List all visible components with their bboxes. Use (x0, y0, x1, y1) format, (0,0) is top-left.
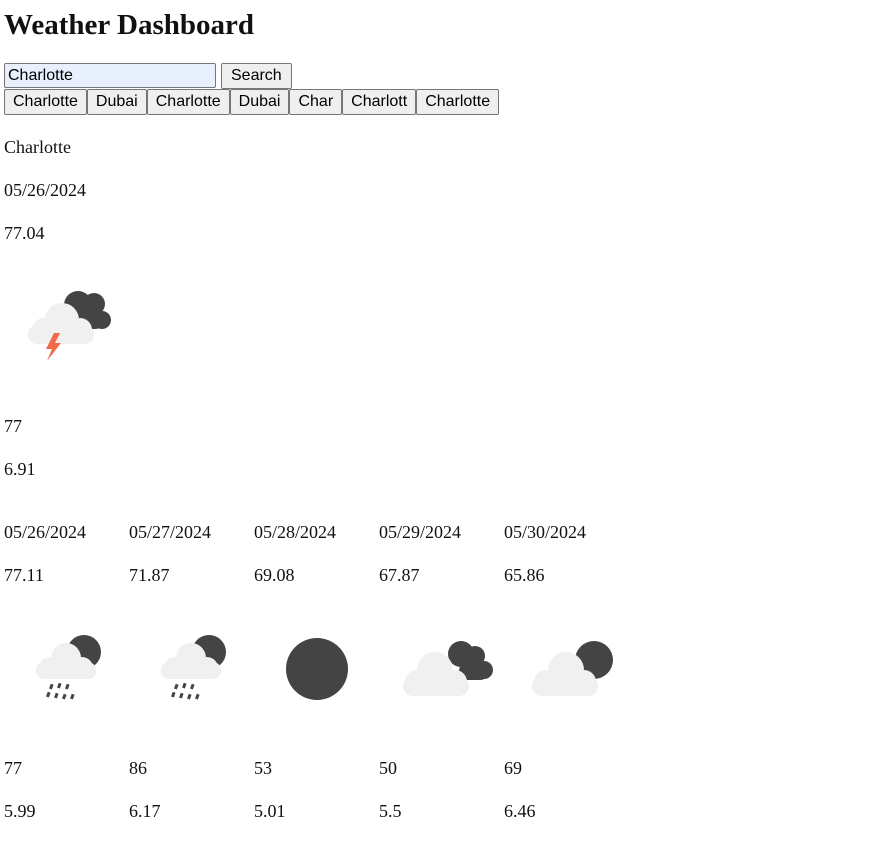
forecast-humidity: 50 (379, 758, 397, 778)
search-button[interactable]: Search (221, 62, 292, 89)
forecast-humidity: 86 (129, 758, 147, 778)
page-title: Weather Dashboard (4, 9, 255, 41)
history-button[interactable]: Dubai (229, 89, 290, 115)
history-button[interactable]: Charlott (342, 89, 417, 115)
current-temp: 77.04 (4, 223, 45, 243)
forecast-wind: 5.5 (379, 801, 402, 821)
clouds-moon-icon (403, 641, 493, 696)
search-history: Charlotte Dubai Charlotte Dubai Char Cha… (4, 89, 500, 115)
current-city: Charlotte (4, 137, 71, 157)
full-moon-icon (286, 638, 348, 700)
forecast-date: 05/27/2024 (129, 522, 212, 542)
forecast-date: 05/28/2024 (254, 522, 337, 542)
city-search-input[interactable] (4, 63, 216, 88)
forecast-wind: 6.17 (129, 801, 161, 821)
forecast-humidity: 77 (4, 758, 22, 778)
forecast-temp: 65.86 (504, 565, 545, 585)
history-button[interactable]: Charlotte (4, 89, 87, 115)
current-wind: 6.91 (4, 459, 36, 479)
forecast-wind: 6.46 (504, 801, 536, 821)
forecast-temp: 67.87 (379, 565, 420, 585)
forecast-date: 05/29/2024 (379, 522, 462, 542)
forecast-temp: 71.87 (129, 565, 170, 585)
current-date: 05/26/2024 (4, 180, 87, 200)
forecast-humidity: 69 (504, 758, 522, 778)
history-button[interactable]: Charlotte (416, 89, 500, 115)
forecast-temp: 77.11 (4, 565, 44, 585)
forecast-temp: 69.08 (254, 565, 295, 585)
history-button[interactable]: Dubai (86, 89, 147, 115)
forecast-humidity: 53 (254, 758, 272, 778)
thunderstorm-cloud-moon-icon (28, 291, 111, 361)
search-bar: Search (4, 62, 292, 89)
rain-cloud-moon-icon (161, 635, 226, 700)
forecast-wind: 5.99 (4, 801, 36, 821)
current-humidity: 77 (4, 416, 22, 436)
forecast-wind: 5.01 (254, 801, 286, 821)
forecast-date: 05/26/2024 (4, 522, 87, 542)
history-button[interactable]: Char (289, 89, 343, 115)
rain-cloud-moon-icon (36, 635, 101, 700)
cloud-moon-icon (532, 641, 613, 696)
forecast-date: 05/30/2024 (504, 522, 587, 542)
history-button[interactable]: Charlotte (146, 89, 230, 115)
